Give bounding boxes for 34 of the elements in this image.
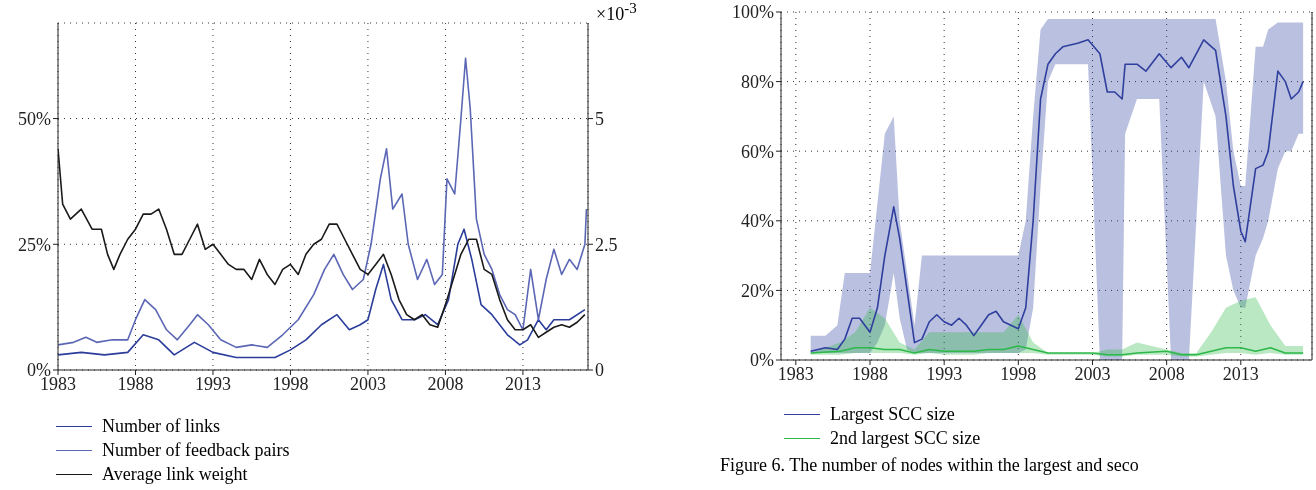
- x-tick-label: 2008: [1148, 363, 1185, 384]
- x-tick-label: 1998: [1000, 363, 1037, 384]
- y-tick-label: 100%: [732, 2, 774, 23]
- caption: Figure 6. The number of nodes within the largest and seco: [720, 455, 1139, 476]
- x-tick-label: 2003: [1074, 363, 1111, 384]
- x-tick-label: 2013: [504, 373, 541, 394]
- y-tick-label: 25%: [18, 234, 51, 255]
- line-series: [58, 57, 588, 349]
- x-tick-label: 1988: [117, 373, 154, 394]
- y2-tick-label: 5: [595, 108, 604, 129]
- y-tick-label: 20%: [741, 280, 774, 301]
- y2-tick-label: 2.5: [595, 234, 618, 255]
- x-tick-label: 1993: [194, 373, 231, 394]
- y2-tick-label: 0: [595, 360, 604, 381]
- legend-label: Number of links: [102, 415, 220, 438]
- y-tick-label: 60%: [741, 141, 774, 162]
- x-tick-label: 2008: [427, 373, 464, 394]
- x-tick-label: 1998: [272, 373, 309, 394]
- x-tick-label: 1988: [851, 363, 888, 384]
- line-series: [809, 345, 1304, 356]
- x-tick-label: 2003: [349, 373, 386, 394]
- legend-label: Number of feedback pairs: [102, 439, 290, 462]
- legend-label: Largest SCC size: [830, 403, 955, 426]
- y-tick-label: 40%: [741, 211, 774, 232]
- line-series: [58, 228, 586, 359]
- y-tick-label: 50%: [18, 108, 51, 129]
- legend-label: 2nd largest SCC size: [830, 427, 981, 450]
- y-tick-label: 0%: [750, 350, 774, 371]
- x-tick-label: 2013: [1222, 363, 1259, 384]
- y2-axis-title: ×10$^{-3}$: [596, 0, 637, 25]
- x-tick-label: 1983: [777, 363, 814, 384]
- x-tick-label: 1993: [926, 363, 963, 384]
- y-tick-label: 80%: [741, 71, 774, 92]
- legend-label: Average link weight: [102, 463, 248, 486]
